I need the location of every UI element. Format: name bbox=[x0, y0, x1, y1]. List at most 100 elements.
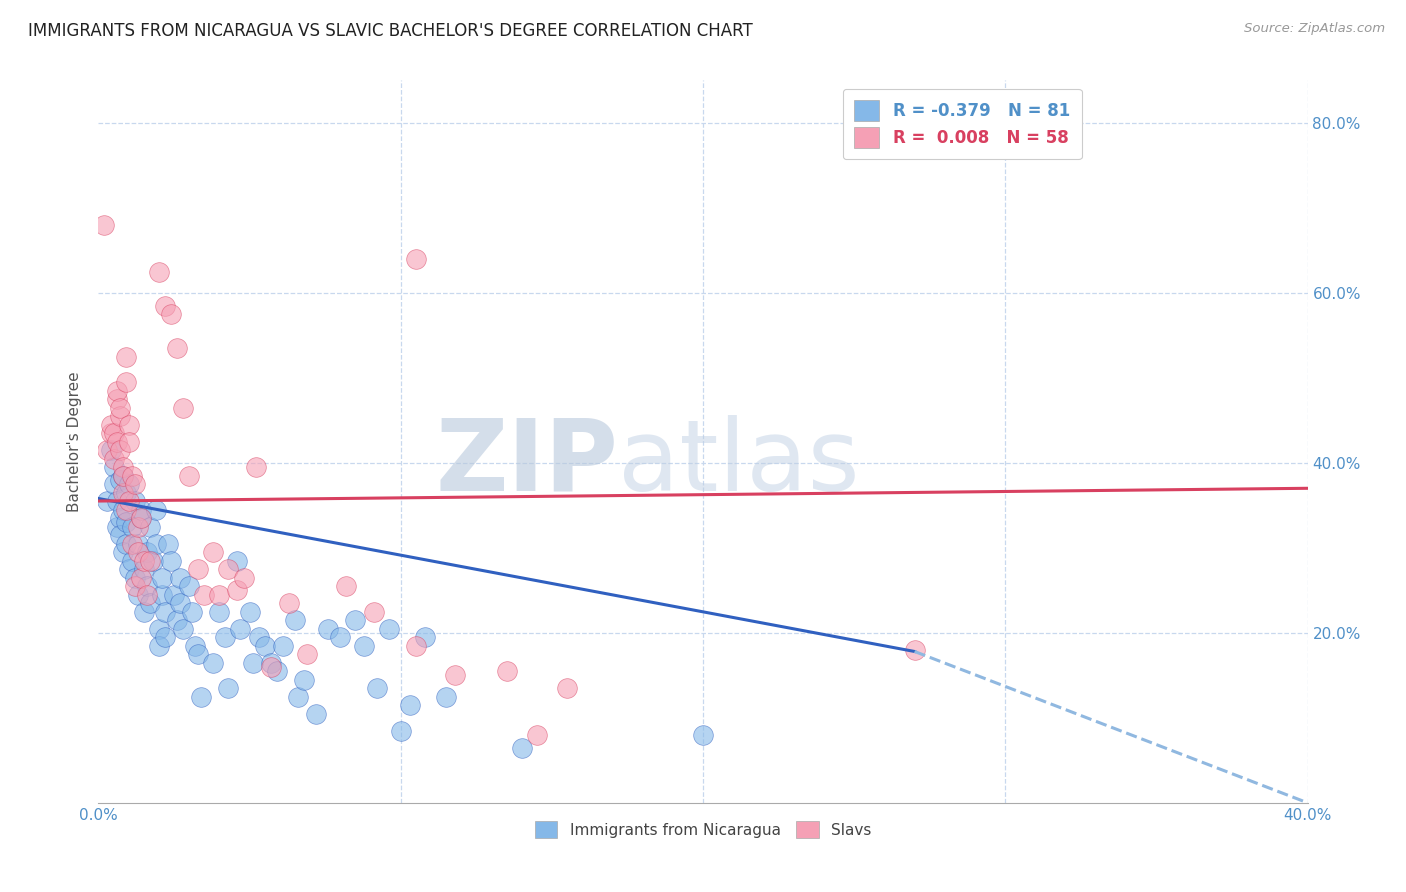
Point bbox=[148, 639, 170, 653]
Point bbox=[121, 519, 143, 533]
Point bbox=[135, 588, 157, 602]
Point bbox=[124, 570, 146, 584]
Point bbox=[226, 583, 249, 598]
Point bbox=[103, 477, 125, 491]
Point bbox=[118, 417, 141, 432]
Point bbox=[239, 605, 262, 619]
Point bbox=[121, 468, 143, 483]
Point bbox=[692, 728, 714, 742]
Point bbox=[148, 622, 170, 636]
Point bbox=[190, 690, 212, 704]
Point bbox=[114, 516, 136, 530]
Point bbox=[169, 570, 191, 584]
Point bbox=[103, 451, 125, 466]
Point bbox=[108, 409, 131, 423]
Point bbox=[287, 690, 309, 704]
Point bbox=[277, 596, 299, 610]
Point bbox=[105, 519, 128, 533]
Point bbox=[132, 562, 155, 576]
Point bbox=[129, 511, 152, 525]
Point bbox=[202, 656, 225, 670]
Point bbox=[242, 656, 264, 670]
Point bbox=[434, 690, 457, 704]
Point bbox=[329, 630, 352, 644]
Point bbox=[295, 647, 318, 661]
Point bbox=[366, 681, 388, 695]
Point bbox=[208, 605, 231, 619]
Point bbox=[124, 494, 146, 508]
Point bbox=[127, 545, 149, 559]
Point bbox=[118, 494, 141, 508]
Point bbox=[172, 401, 194, 415]
Point bbox=[145, 502, 167, 516]
Point bbox=[398, 698, 420, 712]
Point bbox=[510, 740, 533, 755]
Point bbox=[105, 392, 128, 406]
Point bbox=[114, 502, 136, 516]
Point bbox=[150, 588, 173, 602]
Point bbox=[100, 417, 122, 432]
Point bbox=[114, 375, 136, 389]
Text: ZIP: ZIP bbox=[436, 415, 619, 512]
Point bbox=[100, 443, 122, 458]
Point bbox=[187, 562, 209, 576]
Point bbox=[118, 434, 141, 449]
Point bbox=[316, 622, 339, 636]
Point bbox=[132, 605, 155, 619]
Point bbox=[96, 494, 118, 508]
Point bbox=[135, 545, 157, 559]
Point bbox=[377, 622, 399, 636]
Point bbox=[266, 664, 288, 678]
Point bbox=[108, 473, 131, 487]
Point bbox=[121, 553, 143, 567]
Point bbox=[108, 528, 131, 542]
Point bbox=[153, 605, 176, 619]
Point bbox=[96, 443, 118, 458]
Point bbox=[335, 579, 357, 593]
Point bbox=[129, 502, 152, 516]
Point bbox=[163, 588, 186, 602]
Point bbox=[271, 639, 294, 653]
Point bbox=[103, 460, 125, 475]
Point bbox=[114, 485, 136, 500]
Point bbox=[127, 588, 149, 602]
Point bbox=[217, 562, 239, 576]
Point bbox=[145, 536, 167, 550]
Point bbox=[148, 264, 170, 278]
Point bbox=[260, 656, 283, 670]
Text: IMMIGRANTS FROM NICARAGUA VS SLAVIC BACHELOR'S DEGREE CORRELATION CHART: IMMIGRANTS FROM NICARAGUA VS SLAVIC BACH… bbox=[28, 22, 752, 40]
Point bbox=[139, 519, 162, 533]
Point bbox=[111, 468, 134, 483]
Point bbox=[363, 605, 385, 619]
Point bbox=[247, 630, 270, 644]
Point bbox=[160, 307, 183, 321]
Point bbox=[150, 570, 173, 584]
Point bbox=[232, 570, 254, 584]
Point bbox=[260, 660, 283, 674]
Point bbox=[179, 468, 201, 483]
Y-axis label: Bachelor's Degree: Bachelor's Degree bbox=[67, 371, 83, 512]
Point bbox=[226, 553, 249, 567]
Point bbox=[153, 630, 176, 644]
Point bbox=[127, 536, 149, 550]
Point bbox=[135, 579, 157, 593]
Point bbox=[127, 519, 149, 533]
Point bbox=[413, 630, 436, 644]
Point bbox=[111, 545, 134, 559]
Point bbox=[103, 425, 125, 440]
Point bbox=[193, 588, 215, 602]
Point bbox=[118, 477, 141, 491]
Point bbox=[166, 341, 188, 355]
Point bbox=[187, 647, 209, 661]
Point bbox=[179, 579, 201, 593]
Point bbox=[114, 536, 136, 550]
Point bbox=[129, 570, 152, 584]
Point bbox=[111, 460, 134, 475]
Point bbox=[139, 596, 162, 610]
Point bbox=[526, 728, 548, 742]
Point bbox=[202, 545, 225, 559]
Legend: Immigrants from Nicaragua, Slavs: Immigrants from Nicaragua, Slavs bbox=[527, 814, 879, 846]
Point bbox=[153, 299, 176, 313]
Point bbox=[353, 639, 375, 653]
Point bbox=[495, 664, 517, 678]
